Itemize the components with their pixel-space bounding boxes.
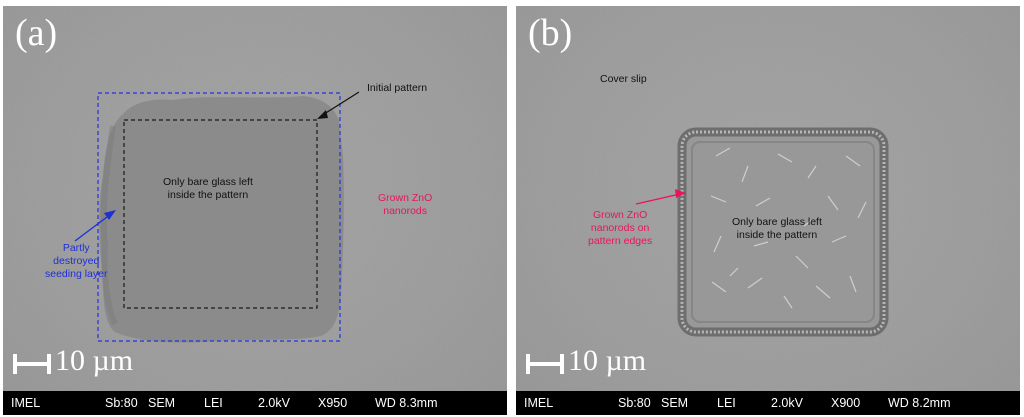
mode-value: SEM [148,396,176,410]
working-distance-value: WD 8.2mm [888,396,951,410]
grown-zno-label: Grown ZnO nanorods [378,192,433,217]
panel-label: (b) [528,12,573,54]
sb-value: Sb:80 [618,396,651,410]
sb-value: Sb:80 [105,396,138,410]
bare-glass-label: Only bare glass left inside the pattern [163,176,253,201]
voltage-value: 2.0kV [258,396,290,410]
mode-value: SEM [661,396,689,410]
grown-zno-label: Grown ZnO nanorods on pattern edges [588,209,653,247]
magnification-value: X900 [831,396,861,410]
lab-name: IMEL [524,396,554,410]
sem-image-panel-b: (b) Cover slip Only bare glass left insi… [516,6,1020,415]
sem-info-bar: IMEL Sb:80 SEM LEI 2.0kV X950 WD 8.3mm [3,391,507,415]
bare-glass-label: Only bare glass left inside the pattern [732,216,822,241]
detector-value: LEI [717,396,736,410]
lab-name: IMEL [11,396,41,410]
initial-pattern-label: Initial pattern [367,82,428,94]
sem-info-bar: IMEL Sb:80 SEM LEI 2.0kV X900 WD 8.2mm [516,391,1020,415]
detector-value: LEI [204,396,223,410]
scale-bar-label: 10 µm [568,344,647,377]
sem-noise-texture [516,6,1020,391]
working-distance-value: WD 8.3mm [375,396,438,410]
voltage-value: 2.0kV [771,396,803,410]
scale-bar-label: 10 µm [55,344,134,377]
sem-image-panel-a: (a) Initial pattern Only bare glass left… [3,6,507,415]
magnification-value: X950 [318,396,348,410]
seeding-layer-label: Partly destroyed seeding layer [45,242,108,280]
cover-slip-label: Cover slip [600,73,647,85]
panel-label: (a) [15,12,58,54]
